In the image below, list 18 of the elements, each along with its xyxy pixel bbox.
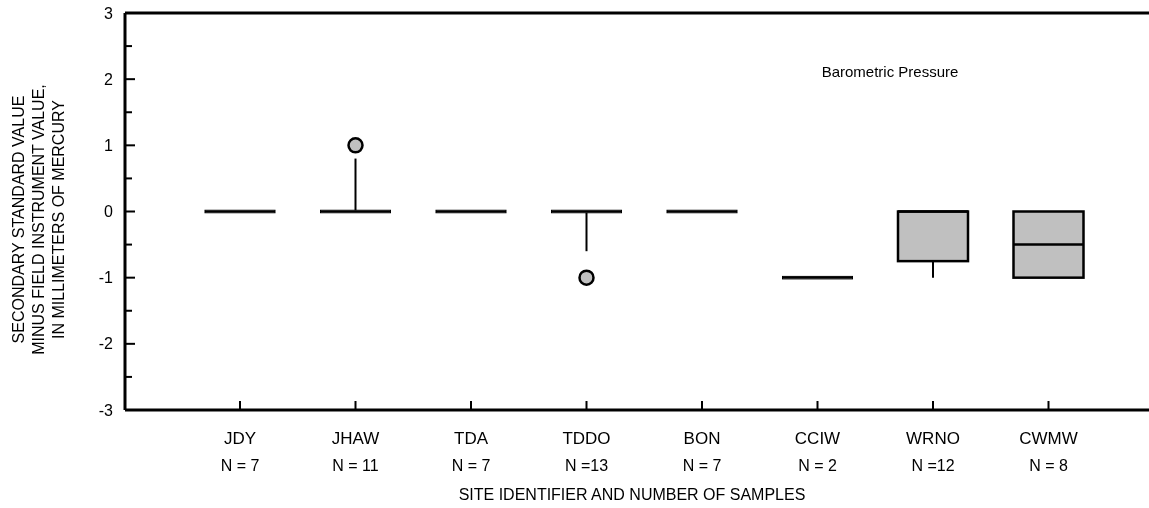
y-tick-label: -1	[98, 269, 114, 287]
x-tick-label: CWMW N = 8	[1019, 429, 1078, 474]
y-tick-label: 3	[104, 4, 114, 22]
y-tick-label: 2	[104, 70, 114, 88]
y-tick-label: 1	[104, 136, 114, 154]
y-tick-label: -3	[98, 401, 114, 419]
x-tick-label: TDA N = 7	[451, 429, 491, 474]
x-tick-label: JHAW N = 11	[331, 429, 380, 474]
y-tick-label: -2	[98, 335, 114, 353]
x-tick-label: BON N = 7	[682, 429, 722, 474]
y-tick-label: 0	[104, 203, 114, 221]
y-axis-title: SECONDARY STANDARD VALUE MINUS FIELD INSTRUMENT VALUE, IN MILLIMETERS OF MERCURY	[10, 84, 67, 355]
annotation: Barometric Pressure	[821, 63, 959, 80]
x-tick-label: TDDO N =13	[562, 429, 611, 474]
x-tick-label: JDY N = 7	[220, 429, 260, 474]
x-tick-label: CCIW N = 2	[794, 429, 841, 474]
x-tick-label: WRNO N =12	[906, 429, 960, 474]
x-axis-title: SITE IDENTIFIER AND NUMBER OF SAMPLES	[458, 486, 806, 503]
